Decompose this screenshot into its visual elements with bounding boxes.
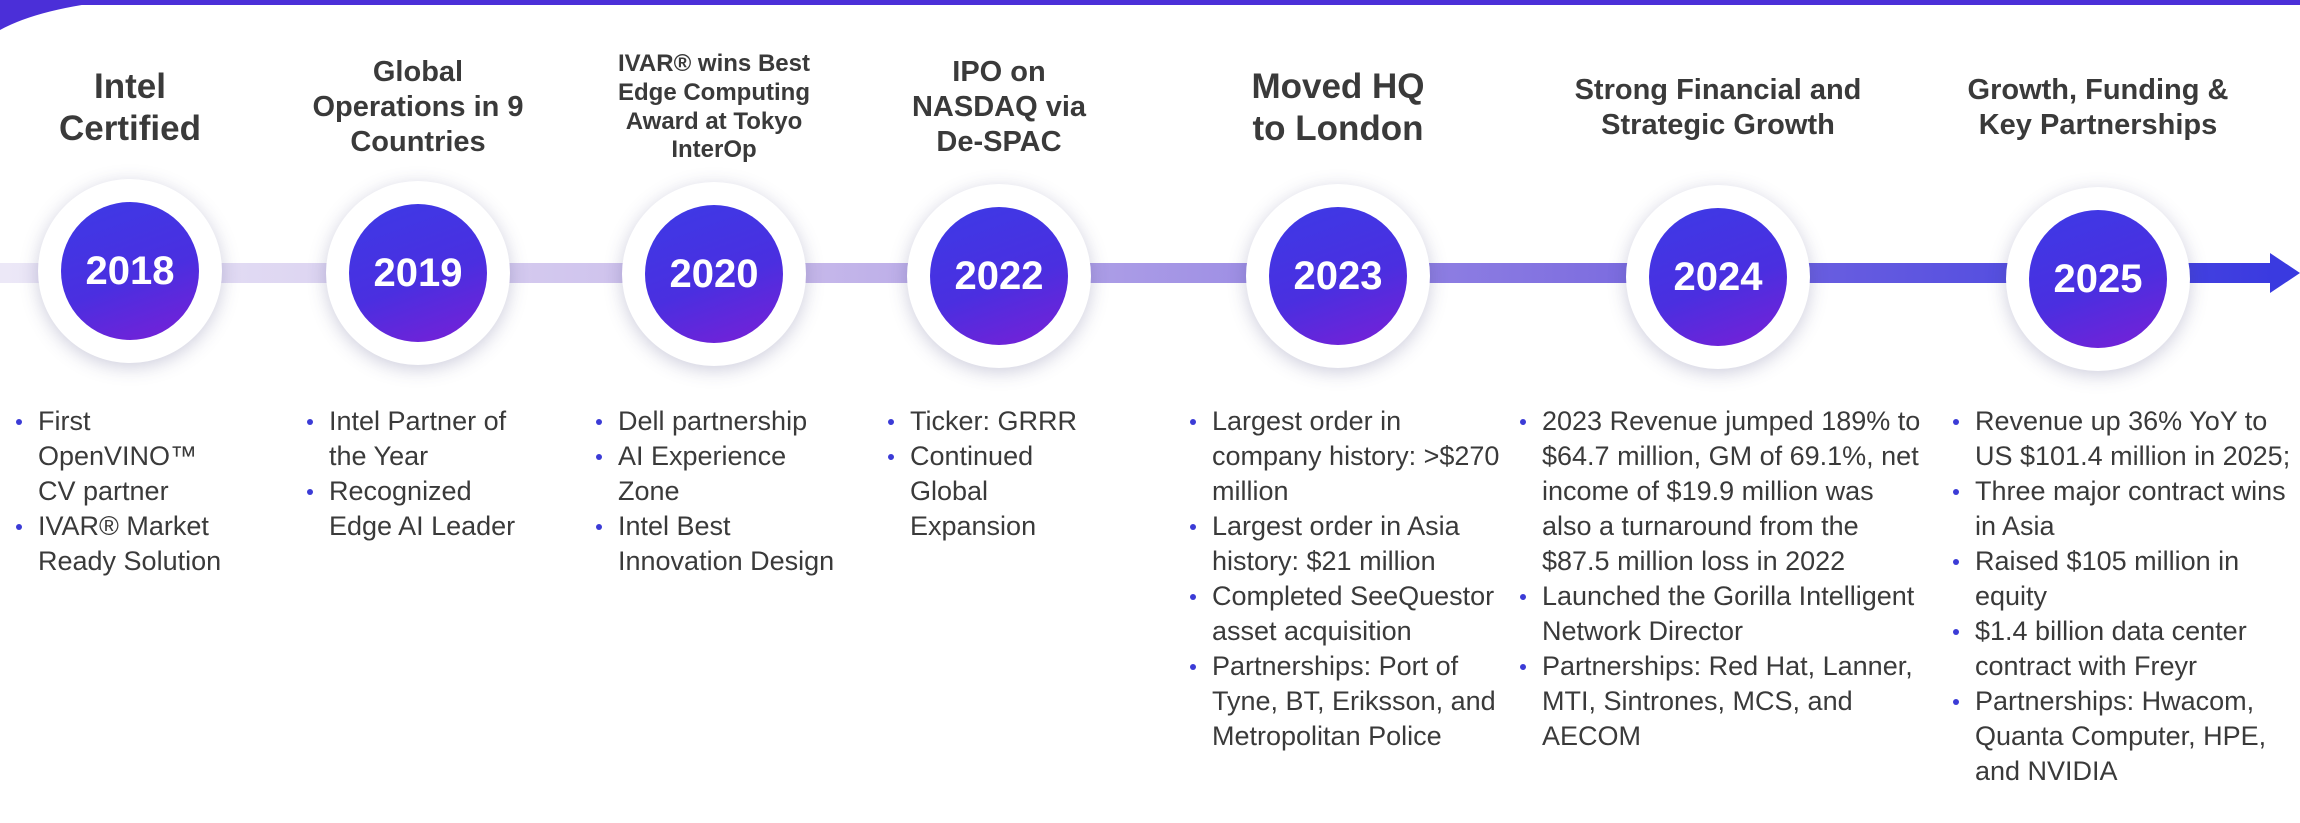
year-label: 2022 xyxy=(930,207,1068,345)
bullet-item: IVAR® Market Ready Solution xyxy=(16,509,228,579)
bullet-item: Completed SeeQuestor asset acquisition xyxy=(1190,579,1502,649)
bullet-item: Partnerships: Port of Tyne, BT, Eriksson… xyxy=(1190,649,1502,754)
bullet-item: Launched the Gorilla Intelligent Network… xyxy=(1520,579,1927,649)
year-circle: 2022 xyxy=(907,184,1091,368)
milestone-title: Intel Certified xyxy=(59,66,201,148)
bullet-list: Dell partnership AI Experience Zone Intel … xyxy=(594,404,848,579)
bullet-item: Partnerships: Red Hat, Lanner, MTI, Sint… xyxy=(1520,649,1927,754)
milestone-title: IPO on NASDAQ via De-SPAC xyxy=(911,56,1087,158)
bullet-item: $1.4 billion data center contract with F… xyxy=(1953,614,2300,684)
bullet-item: Continued Global Expansion xyxy=(888,439,1100,544)
bullet-item: Intel Partner of the Year xyxy=(307,404,539,474)
bullet-item: Largest order in company history: >$270 … xyxy=(1190,404,1502,509)
milestone-title: Growth, Funding & Key Partnerships xyxy=(1967,73,2229,141)
bullet-item: Recognized Edge AI Leader xyxy=(307,474,539,544)
year-circle: 2019 xyxy=(326,181,510,365)
year-label: 2019 xyxy=(349,204,487,342)
bullet-list: Largest order in company history: >$270 … xyxy=(1188,404,1502,754)
milestone-title: Global Operations in 9 Countries xyxy=(312,56,524,158)
bullet-item: Raised $105 million in equity xyxy=(1953,544,2300,614)
milestone-title: Strong Financial and Strategic Growth xyxy=(1574,73,1862,141)
year-label: 2023 xyxy=(1269,207,1407,345)
bullet-item: Revenue up 36% YoY to US $101.4 million … xyxy=(1953,404,2300,474)
year-circle: 2023 xyxy=(1246,184,1430,368)
bullet-item: Ticker: GRRR xyxy=(888,404,1100,439)
year-circle: 2024 xyxy=(1626,185,1810,369)
bullet-item: Dell partnership xyxy=(596,404,848,439)
bullet-list: First OpenVINO™ CV partner IVAR® Market R… xyxy=(14,404,228,579)
bullet-list: Intel Partner of the Year Recognized Edge… xyxy=(305,404,539,544)
bullet-item: First OpenVINO™ CV partner xyxy=(16,404,228,509)
bullet-list: Ticker: GRRR Continued Global Expansion xyxy=(886,404,1100,544)
year-label: 2020 xyxy=(645,205,783,343)
bullet-item: Three major contract wins in Asia xyxy=(1953,474,2300,544)
top-bar xyxy=(0,0,2300,5)
year-circle: 2020 xyxy=(622,182,806,366)
bullet-item: Largest order in Asia history: $21 milli… xyxy=(1190,509,1502,579)
bullet-item: AI Experience Zone xyxy=(596,439,848,509)
bullet-item: 2023 Revenue jumped 189% to $64.7 millio… xyxy=(1520,404,1927,579)
bullet-list: 2023 Revenue jumped 189% to $64.7 millio… xyxy=(1518,404,1927,754)
milestone-title: IVAR® wins Best Edge Computing Award at … xyxy=(618,49,810,164)
year-circle: 2025 xyxy=(2006,187,2190,371)
year-label: 2024 xyxy=(1649,208,1787,346)
timeline-arrow xyxy=(2270,253,2300,293)
year-circle: 2018 xyxy=(38,179,222,363)
milestone-title: Moved HQ to London xyxy=(1251,66,1425,148)
bullet-item: Intel Best Innovation Design xyxy=(596,509,848,579)
bullet-list: Revenue up 36% YoY to US $101.4 million … xyxy=(1951,404,2300,789)
year-label: 2018 xyxy=(61,202,199,340)
year-label: 2025 xyxy=(2029,210,2167,348)
corner-decoration xyxy=(0,0,120,30)
bullet-item: Partnerships: Hwacom, Quanta Computer, H… xyxy=(1953,684,2300,789)
